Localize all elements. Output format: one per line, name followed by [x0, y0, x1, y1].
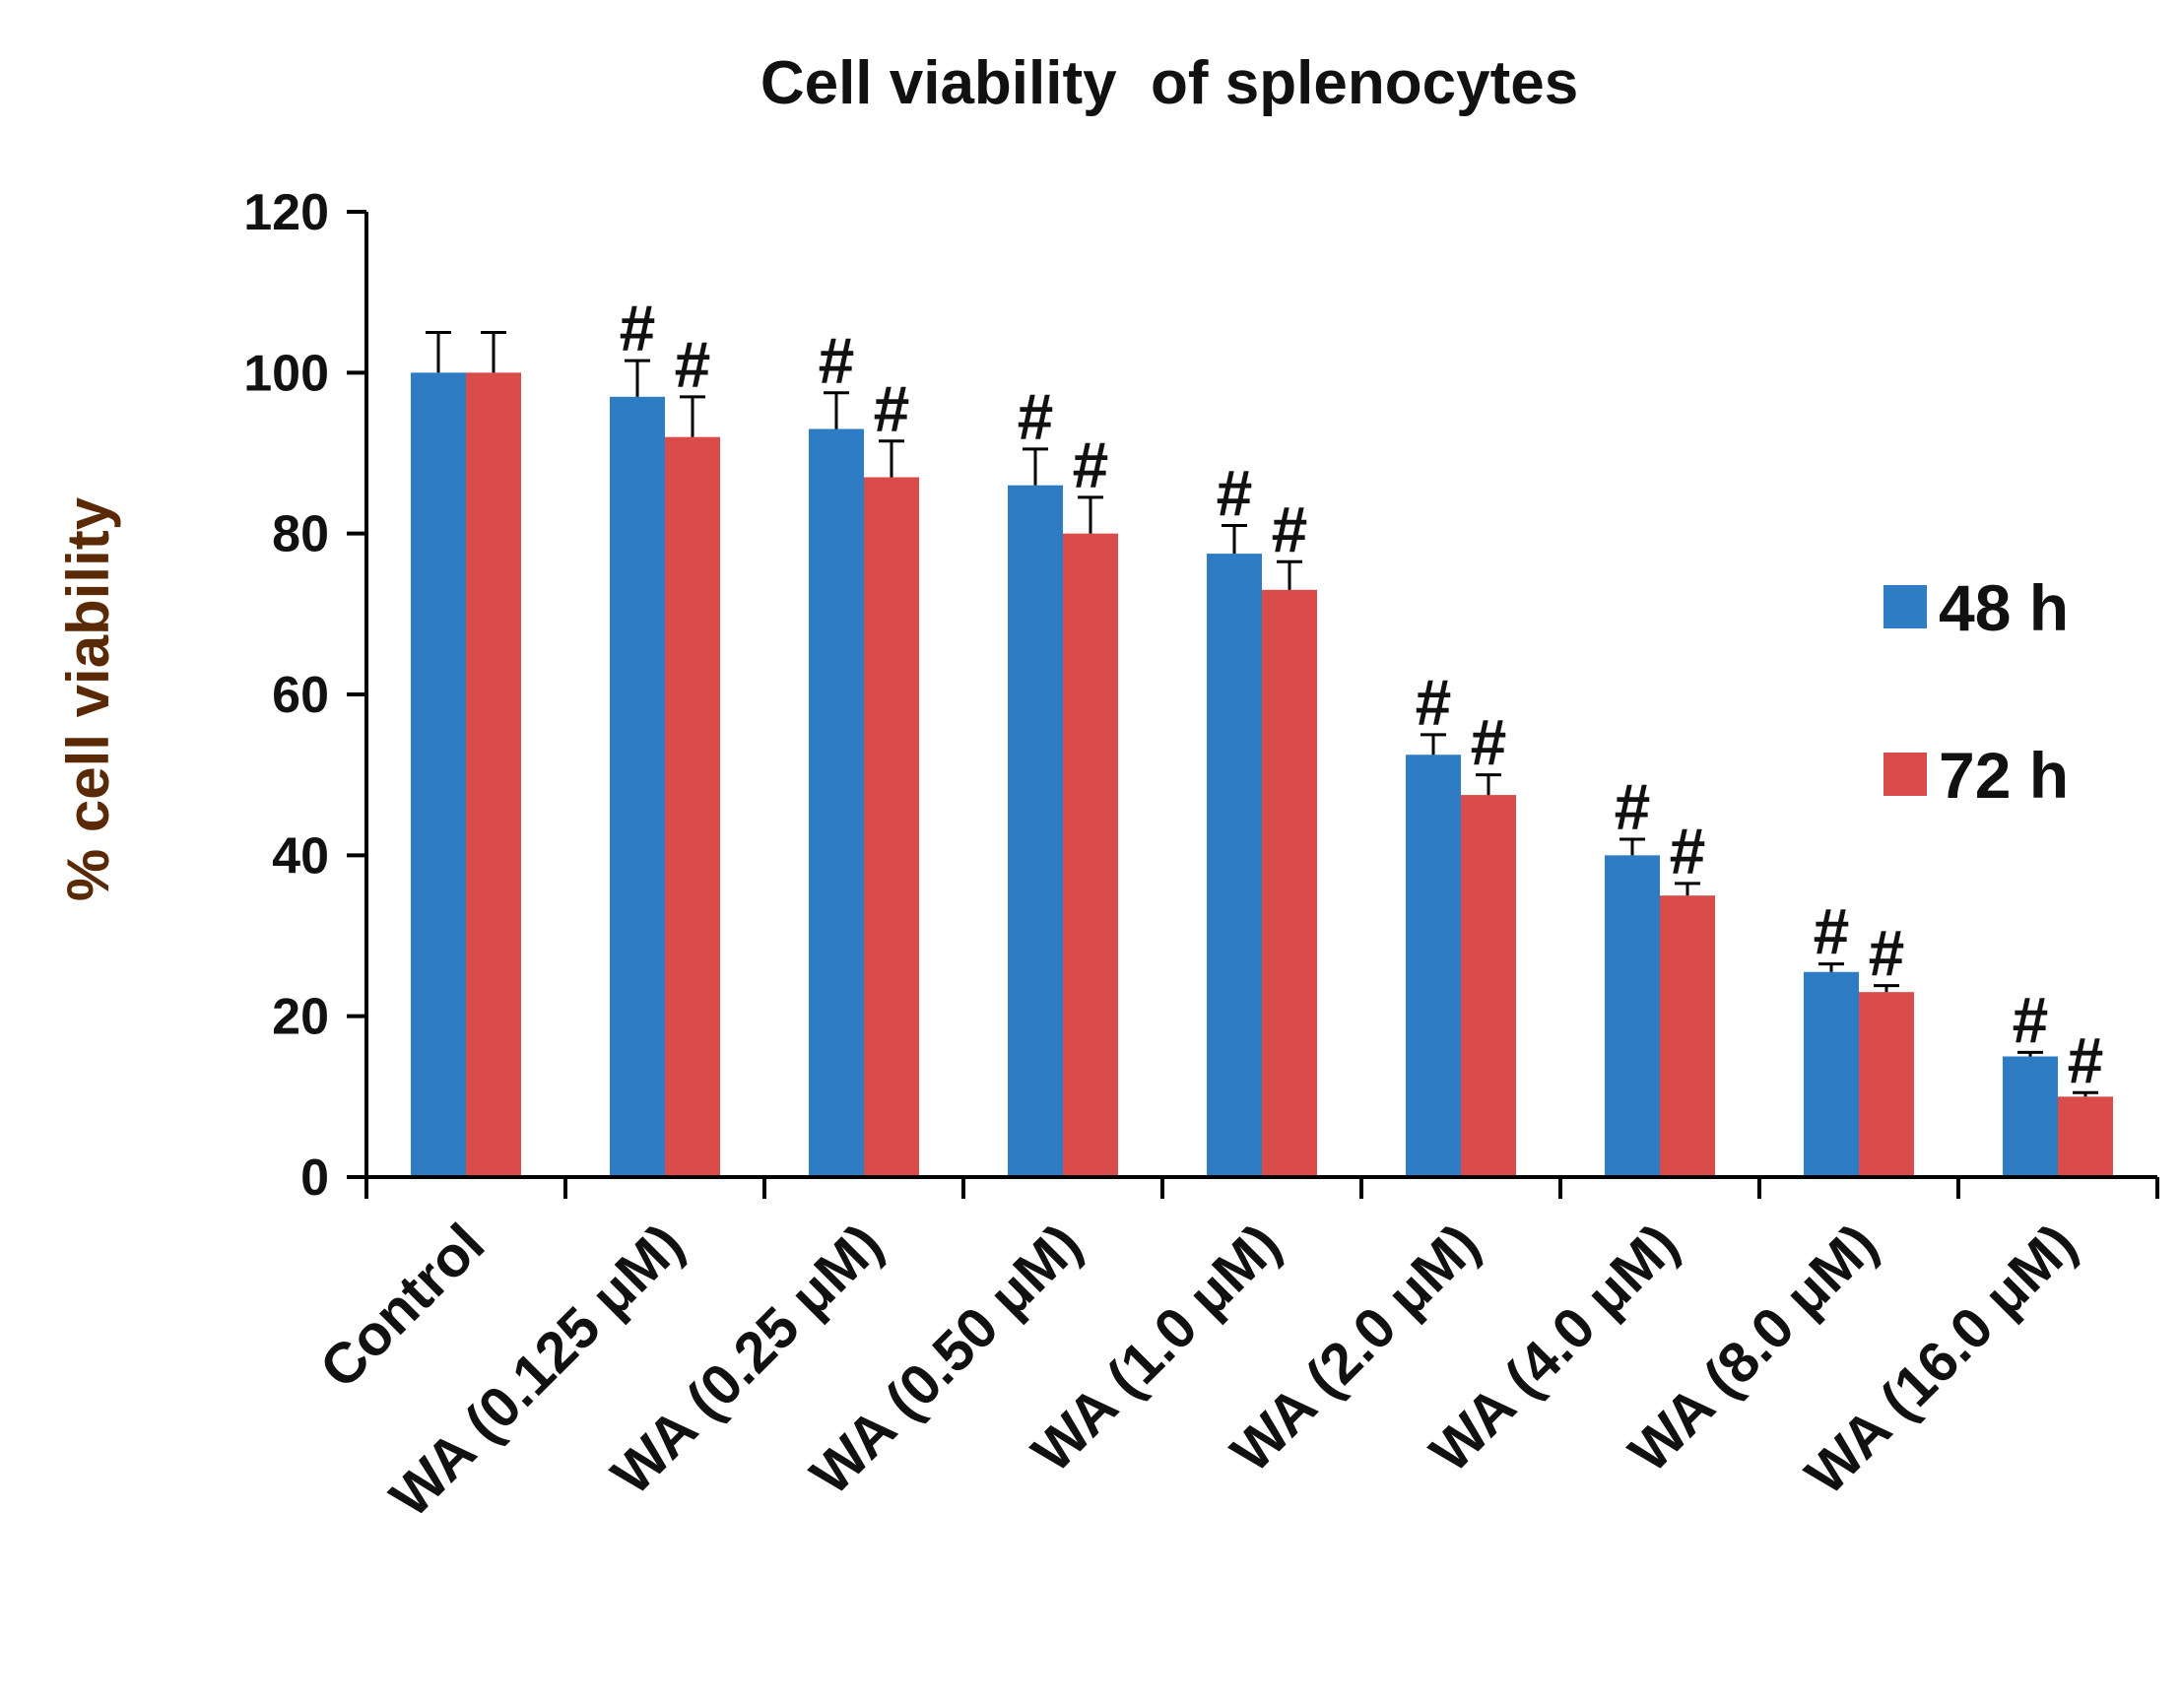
- y-axis-label: % cell viability: [55, 496, 121, 901]
- legend-label: 48 h: [1939, 571, 2069, 644]
- significance-marker: #: [1272, 493, 1308, 565]
- bar: [1461, 795, 1516, 1177]
- significance-marker: #: [2013, 983, 2049, 1056]
- significance-marker: #: [1615, 770, 1651, 843]
- bar: [1207, 554, 1262, 1177]
- significance-marker: #: [1814, 895, 1850, 968]
- bar: [610, 396, 665, 1177]
- bar: [466, 372, 521, 1177]
- significance-markers-layer: # # # # # # # # # # # # # # # #: [620, 292, 2104, 1096]
- significance-marker: #: [620, 292, 656, 364]
- bar: [2058, 1096, 2113, 1177]
- bar: [864, 477, 919, 1177]
- bar: [665, 436, 720, 1178]
- y-tick-label: 60: [272, 667, 329, 724]
- bars-layer: [411, 372, 2113, 1178]
- bar: [2003, 1056, 2058, 1177]
- y-tick-label: 120: [243, 184, 329, 241]
- bar: [411, 372, 466, 1177]
- axes-layer: [364, 212, 2157, 1199]
- significance-marker: #: [1869, 917, 1905, 990]
- significance-marker: #: [1416, 666, 1452, 739]
- bar: [809, 428, 864, 1177]
- significance-marker: #: [1670, 815, 1706, 887]
- significance-marker: #: [1217, 457, 1253, 530]
- significance-marker: #: [1471, 706, 1507, 779]
- significance-marker: #: [1018, 380, 1054, 453]
- bar: [1406, 755, 1461, 1177]
- legend-label: 72 h: [1939, 739, 2069, 812]
- y-tick-label: 0: [300, 1150, 329, 1207]
- significance-marker: #: [819, 324, 855, 397]
- y-tick-label: 100: [243, 345, 329, 402]
- significance-marker: #: [675, 328, 711, 401]
- bar: [1063, 533, 1118, 1177]
- significance-marker: #: [1073, 428, 1109, 501]
- chart-title: Cell viability of splenocytes: [760, 49, 1578, 117]
- x-tick-label: Control: [307, 1212, 496, 1401]
- y-tick-label: 80: [272, 506, 329, 563]
- y-tick-label: 40: [272, 827, 329, 885]
- y-tick-label: 20: [272, 989, 329, 1046]
- significance-marker: #: [874, 372, 910, 445]
- bar: [1008, 485, 1063, 1178]
- significance-marker: #: [2068, 1023, 2104, 1096]
- bar: [1660, 895, 1715, 1177]
- y-ticks-layer: 0 20 40 60 80 100 120: [243, 184, 366, 1207]
- bar: [1804, 971, 1859, 1177]
- bar: [1605, 855, 1660, 1177]
- legend-swatch: [1884, 753, 1927, 796]
- legend-swatch: [1884, 585, 1927, 628]
- error-bars-layer: [426, 331, 2098, 1097]
- legend: 48 h 72 h: [1884, 571, 2069, 812]
- bar: [1859, 992, 1914, 1177]
- bar: [1262, 589, 1317, 1177]
